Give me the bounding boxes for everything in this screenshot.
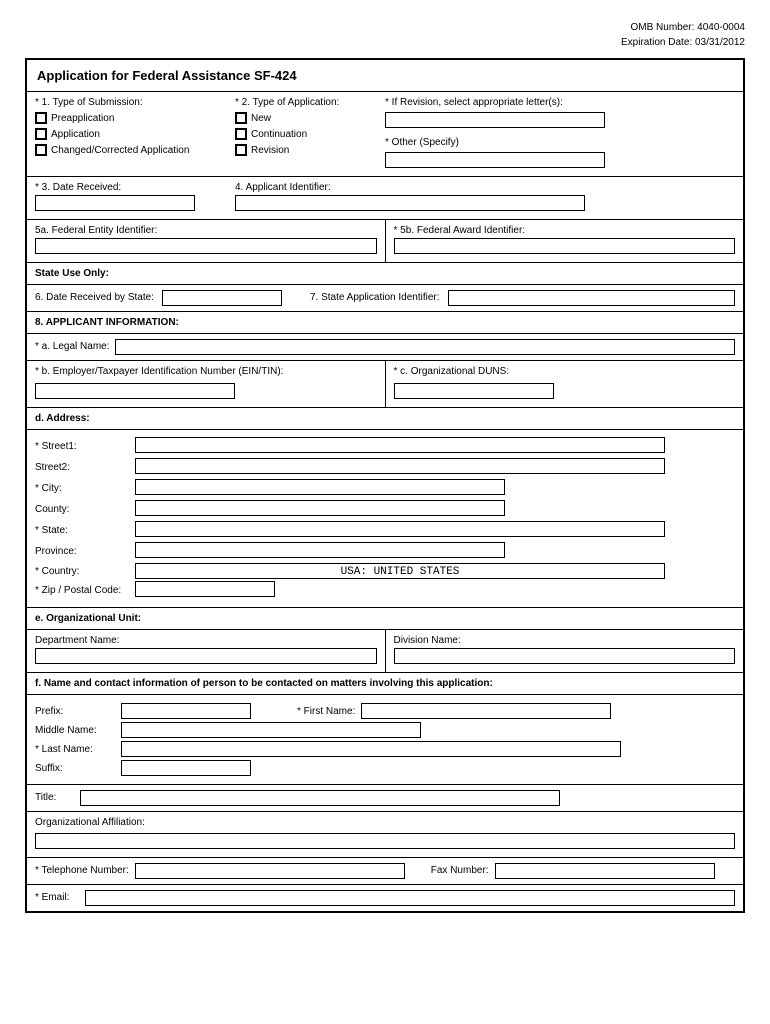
checkbox-application[interactable] bbox=[35, 128, 47, 140]
date-received-field[interactable] bbox=[35, 195, 195, 211]
state-use-header: State Use Only: bbox=[27, 263, 743, 285]
org-aff-label: Organizational Affiliation: bbox=[35, 817, 735, 828]
middle-name-label: Middle Name: bbox=[35, 725, 115, 736]
street2-label: Street2: bbox=[35, 462, 135, 473]
option-preapplication: Preapplication bbox=[51, 113, 114, 124]
dept-field[interactable] bbox=[35, 648, 377, 664]
street2-field[interactable] bbox=[135, 458, 665, 474]
address-header: d. Address: bbox=[27, 408, 743, 430]
country-label: * Country: bbox=[35, 566, 135, 577]
dept-label: Department Name: bbox=[35, 635, 377, 646]
option-new: New bbox=[251, 113, 271, 124]
checkbox-revision[interactable] bbox=[235, 144, 247, 156]
section-phone: * Telephone Number: Fax Number: bbox=[27, 858, 743, 885]
title-field[interactable] bbox=[80, 790, 560, 806]
section-contact-title: Title: bbox=[27, 785, 743, 812]
legal-name-label: * a. Legal Name: bbox=[35, 341, 110, 352]
option-changed: Changed/Corrected Application bbox=[51, 145, 189, 156]
street1-field[interactable] bbox=[135, 437, 665, 453]
legal-name-field[interactable] bbox=[115, 339, 736, 355]
section-state-use: 6. Date Received by State: 7. State Appl… bbox=[27, 285, 743, 312]
option-application: Application bbox=[51, 129, 100, 140]
email-label: * Email: bbox=[35, 892, 80, 903]
revision-label: * If Revision, select appropriate letter… bbox=[385, 97, 725, 108]
section-org-affiliation: Organizational Affiliation: bbox=[27, 812, 743, 858]
checkbox-continuation[interactable] bbox=[235, 128, 247, 140]
city-label: * City: bbox=[35, 483, 135, 494]
section-federal-identifiers: 5a. Federal Entity Identifier: * 5b. Fed… bbox=[27, 220, 743, 263]
other-field[interactable] bbox=[385, 152, 605, 168]
org-unit-header: e. Organizational Unit: bbox=[27, 608, 743, 630]
revision-field[interactable] bbox=[385, 112, 605, 128]
applicant-info-header: 8. APPLICANT INFORMATION: bbox=[27, 312, 743, 334]
prefix-field[interactable] bbox=[121, 703, 251, 719]
section-submission-type: * 1. Type of Submission: Preapplication … bbox=[27, 92, 743, 177]
div-label: Division Name: bbox=[394, 635, 736, 646]
q5b-label: * 5b. Federal Award Identifier: bbox=[394, 225, 736, 236]
suffix-label: Suffix: bbox=[35, 763, 115, 774]
country-field[interactable]: USA: UNITED STATES bbox=[135, 563, 665, 579]
fax-field[interactable] bbox=[495, 863, 715, 879]
federal-award-field[interactable] bbox=[394, 238, 736, 254]
title-label: Title: bbox=[35, 792, 75, 803]
suffix-field[interactable] bbox=[121, 760, 251, 776]
q4-label: 4. Applicant Identifier: bbox=[235, 182, 735, 193]
ein-field[interactable] bbox=[35, 383, 235, 399]
county-label: County: bbox=[35, 504, 135, 515]
section-email: * Email: bbox=[27, 885, 743, 911]
duns-field[interactable] bbox=[394, 383, 554, 399]
province-field[interactable] bbox=[135, 542, 505, 558]
q1-label: * 1. Type of Submission: bbox=[35, 97, 225, 108]
state-field[interactable] bbox=[135, 521, 665, 537]
federal-entity-field[interactable] bbox=[35, 238, 377, 254]
q6-label: 6. Date Received by State: bbox=[35, 292, 154, 303]
q2-label: * 2. Type of Application: bbox=[235, 97, 375, 108]
org-aff-field[interactable] bbox=[35, 833, 735, 849]
checkbox-preapplication[interactable] bbox=[35, 112, 47, 124]
tel-field[interactable] bbox=[135, 863, 405, 879]
omb-number: OMB Number: 4040-0004 bbox=[25, 20, 745, 35]
first-name-field[interactable] bbox=[361, 703, 611, 719]
street1-label: * Street1: bbox=[35, 441, 135, 452]
city-field[interactable] bbox=[135, 479, 505, 495]
zip-label: * Zip / Postal Code: bbox=[35, 585, 135, 596]
form-title: Application for Federal Assistance SF-42… bbox=[27, 60, 743, 92]
ein-label: * b. Employer/Taxpayer Identification Nu… bbox=[35, 366, 377, 377]
last-name-label: * Last Name: bbox=[35, 744, 115, 755]
section-date-received: * 3. Date Received: 4. Applicant Identif… bbox=[27, 177, 743, 220]
province-label: Province: bbox=[35, 546, 135, 557]
other-label: * Other (Specify) bbox=[385, 137, 725, 148]
section-ein-duns: * b. Employer/Taxpayer Identification Nu… bbox=[27, 361, 743, 408]
section-contact-name: Prefix: * First Name: Middle Name: * Las… bbox=[27, 695, 743, 785]
section-org-unit: Department Name: Division Name: bbox=[27, 630, 743, 673]
tel-label: * Telephone Number: bbox=[35, 865, 129, 876]
checkbox-new[interactable] bbox=[235, 112, 247, 124]
section-address: * Street1: Street2: * City: County: * St… bbox=[27, 430, 743, 608]
option-revision: Revision bbox=[251, 145, 289, 156]
prefix-label: Prefix: bbox=[35, 706, 115, 717]
section-legal-name: * a. Legal Name: bbox=[27, 334, 743, 361]
county-field[interactable] bbox=[135, 500, 505, 516]
option-continuation: Continuation bbox=[251, 129, 307, 140]
checkbox-changed[interactable] bbox=[35, 144, 47, 156]
last-name-field[interactable] bbox=[121, 741, 621, 757]
state-label: * State: bbox=[35, 525, 135, 536]
middle-name-field[interactable] bbox=[121, 722, 421, 738]
q5a-label: 5a. Federal Entity Identifier: bbox=[35, 225, 377, 236]
state-app-id-field[interactable] bbox=[448, 290, 736, 306]
first-name-label: * First Name: bbox=[297, 706, 355, 717]
zip-field[interactable] bbox=[135, 581, 275, 597]
duns-label: * c. Organizational DUNS: bbox=[394, 366, 736, 377]
email-field[interactable] bbox=[85, 890, 735, 906]
expiration-date: Expiration Date: 03/31/2012 bbox=[25, 35, 745, 50]
form-container: Application for Federal Assistance SF-42… bbox=[25, 58, 745, 913]
contact-header: f. Name and contact information of perso… bbox=[27, 673, 743, 695]
div-field[interactable] bbox=[394, 648, 736, 664]
state-date-field[interactable] bbox=[162, 290, 282, 306]
fax-label: Fax Number: bbox=[431, 865, 489, 876]
q7-label: 7. State Application Identifier: bbox=[310, 292, 440, 303]
header-meta: OMB Number: 4040-0004 Expiration Date: 0… bbox=[25, 20, 745, 50]
q3-label: * 3. Date Received: bbox=[35, 182, 235, 193]
applicant-identifier-field[interactable] bbox=[235, 195, 585, 211]
